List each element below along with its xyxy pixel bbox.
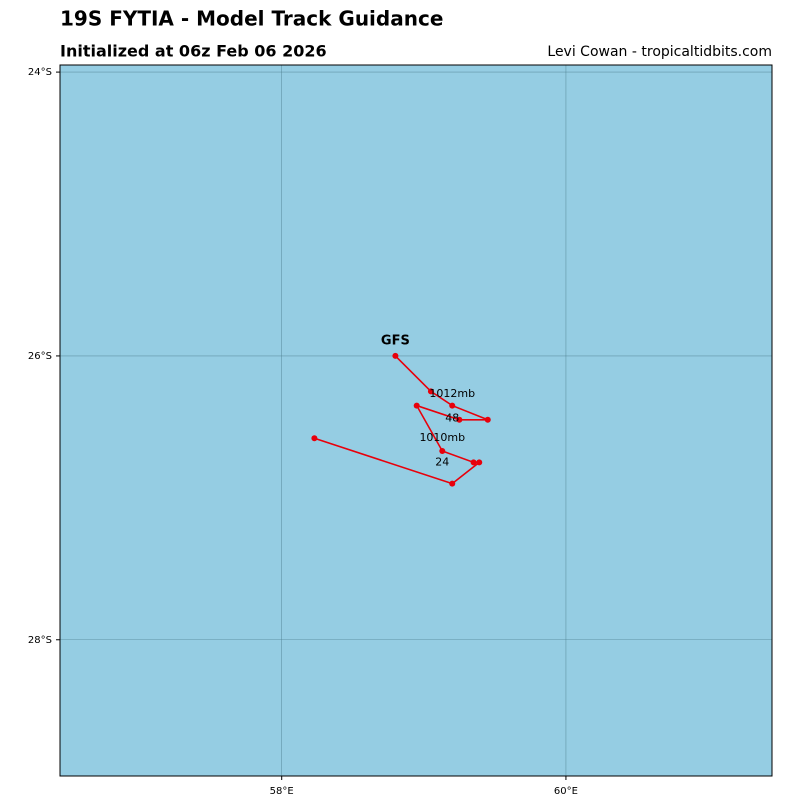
model-label: GFS: [381, 333, 410, 348]
track-point: [456, 416, 463, 423]
track-point: [449, 402, 456, 409]
track-point: [449, 480, 456, 487]
track-point: [392, 352, 399, 359]
track-point: [427, 388, 434, 395]
track-point: [413, 402, 420, 409]
track-annotation: 48: [445, 411, 459, 424]
track-point: [470, 459, 477, 466]
track-annotation: 1012mb: [429, 387, 475, 400]
chart-title: 19S FYTIA - Model Track Guidance: [60, 7, 443, 31]
x-tick-label: 58°E: [270, 786, 294, 797]
y-tick-label: 28°S: [28, 635, 52, 646]
track-annotation: 24: [435, 455, 449, 468]
map-frame: [59, 64, 773, 777]
y-tick-label: 26°S: [28, 351, 52, 362]
track-point: [476, 459, 483, 466]
credit: Levi Cowan - tropicaltidbits.com: [547, 44, 772, 60]
x-tick-label: 60°E: [554, 786, 578, 797]
track-point: [484, 416, 491, 423]
track-annotation: 1010mb: [419, 431, 465, 444]
track-point: [311, 435, 318, 442]
map-background: [60, 65, 772, 776]
chart-subtitle: Initialized at 06z Feb 06 2026: [60, 42, 327, 61]
y-tick-label: 24°S: [28, 67, 52, 78]
track-point: [439, 448, 446, 455]
